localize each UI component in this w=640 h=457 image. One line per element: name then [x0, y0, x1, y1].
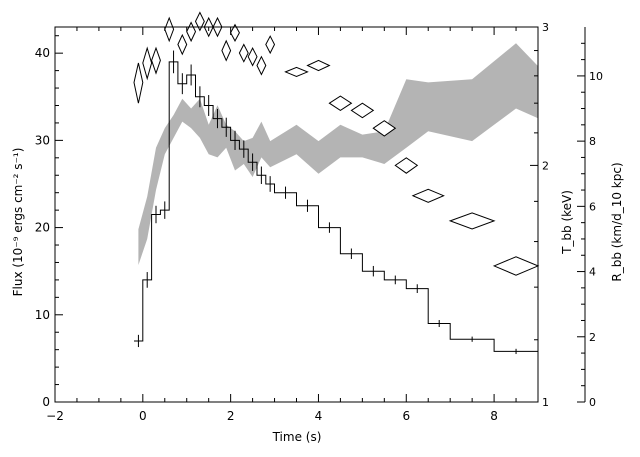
rbb-band-layer [138, 43, 538, 265]
tbb-diamond-point [328, 95, 353, 111]
tbb-tick-label: 2 [542, 159, 549, 172]
flux-step-layer [134, 50, 538, 355]
x-axis-label: Time (s) [272, 430, 322, 444]
tbb-diamond-point [133, 62, 144, 104]
tbb-diamond-point [372, 120, 397, 137]
rbb-tick-label: 6 [589, 200, 596, 213]
y-axis-label: Flux (10⁻⁹ ergs cm⁻² s⁻¹) [11, 148, 25, 297]
rbb-tick-label: 10 [589, 70, 603, 83]
rbb-tick-label: 8 [589, 135, 596, 148]
tbb-diamond-point [265, 35, 276, 55]
tbb-diamond-point [186, 21, 197, 43]
tbb-diamond-point [151, 46, 161, 75]
tbb-diamond-point [306, 59, 331, 72]
tbb-diamond-point [142, 46, 153, 81]
tbb-tick-label: 1 [542, 396, 549, 409]
tbb-diamond-point [350, 102, 375, 119]
tbb-diamond-point [221, 39, 232, 62]
rbb-tick-label: 4 [589, 266, 596, 279]
tbb-diamond-point [411, 188, 445, 203]
y-tick-label: 10 [35, 308, 50, 322]
tbb-diamond-point [238, 43, 249, 63]
x-tick-label: 8 [490, 409, 498, 423]
tbb-diamond-point [284, 66, 309, 78]
y-tick-label: 30 [35, 133, 50, 147]
tbb-axis-label: T_bb (keV) [560, 190, 574, 255]
tbb-diamond-point [448, 212, 496, 230]
x-tick-label: 0 [139, 409, 147, 423]
tbb-diamond-point [394, 157, 419, 174]
x-tick-label: −2 [46, 409, 64, 423]
x-tick-label: 4 [315, 409, 323, 423]
tbb-tick-label: 3 [542, 21, 549, 34]
tbb-diamond-point [164, 16, 175, 43]
rbb-tick-label: 0 [589, 396, 596, 409]
rbb-band [138, 43, 538, 265]
tbb-diamond-point [256, 55, 267, 76]
tbb-diamond-point [194, 11, 205, 32]
x-tick-label: 2 [227, 409, 235, 423]
rbb-tick-label: 2 [589, 331, 596, 344]
tbb-diamond-point [247, 47, 258, 67]
y-tick-label: 0 [42, 395, 50, 409]
tbb-diamond-point [492, 256, 540, 276]
tbb-diamond-point [177, 33, 188, 56]
y-tick-label: 20 [35, 221, 50, 235]
rbb-axis-label: R_bb (km/d_10 kpc) [610, 162, 624, 281]
y-tick-label: 40 [35, 46, 50, 60]
x-tick-label: 6 [402, 409, 410, 423]
